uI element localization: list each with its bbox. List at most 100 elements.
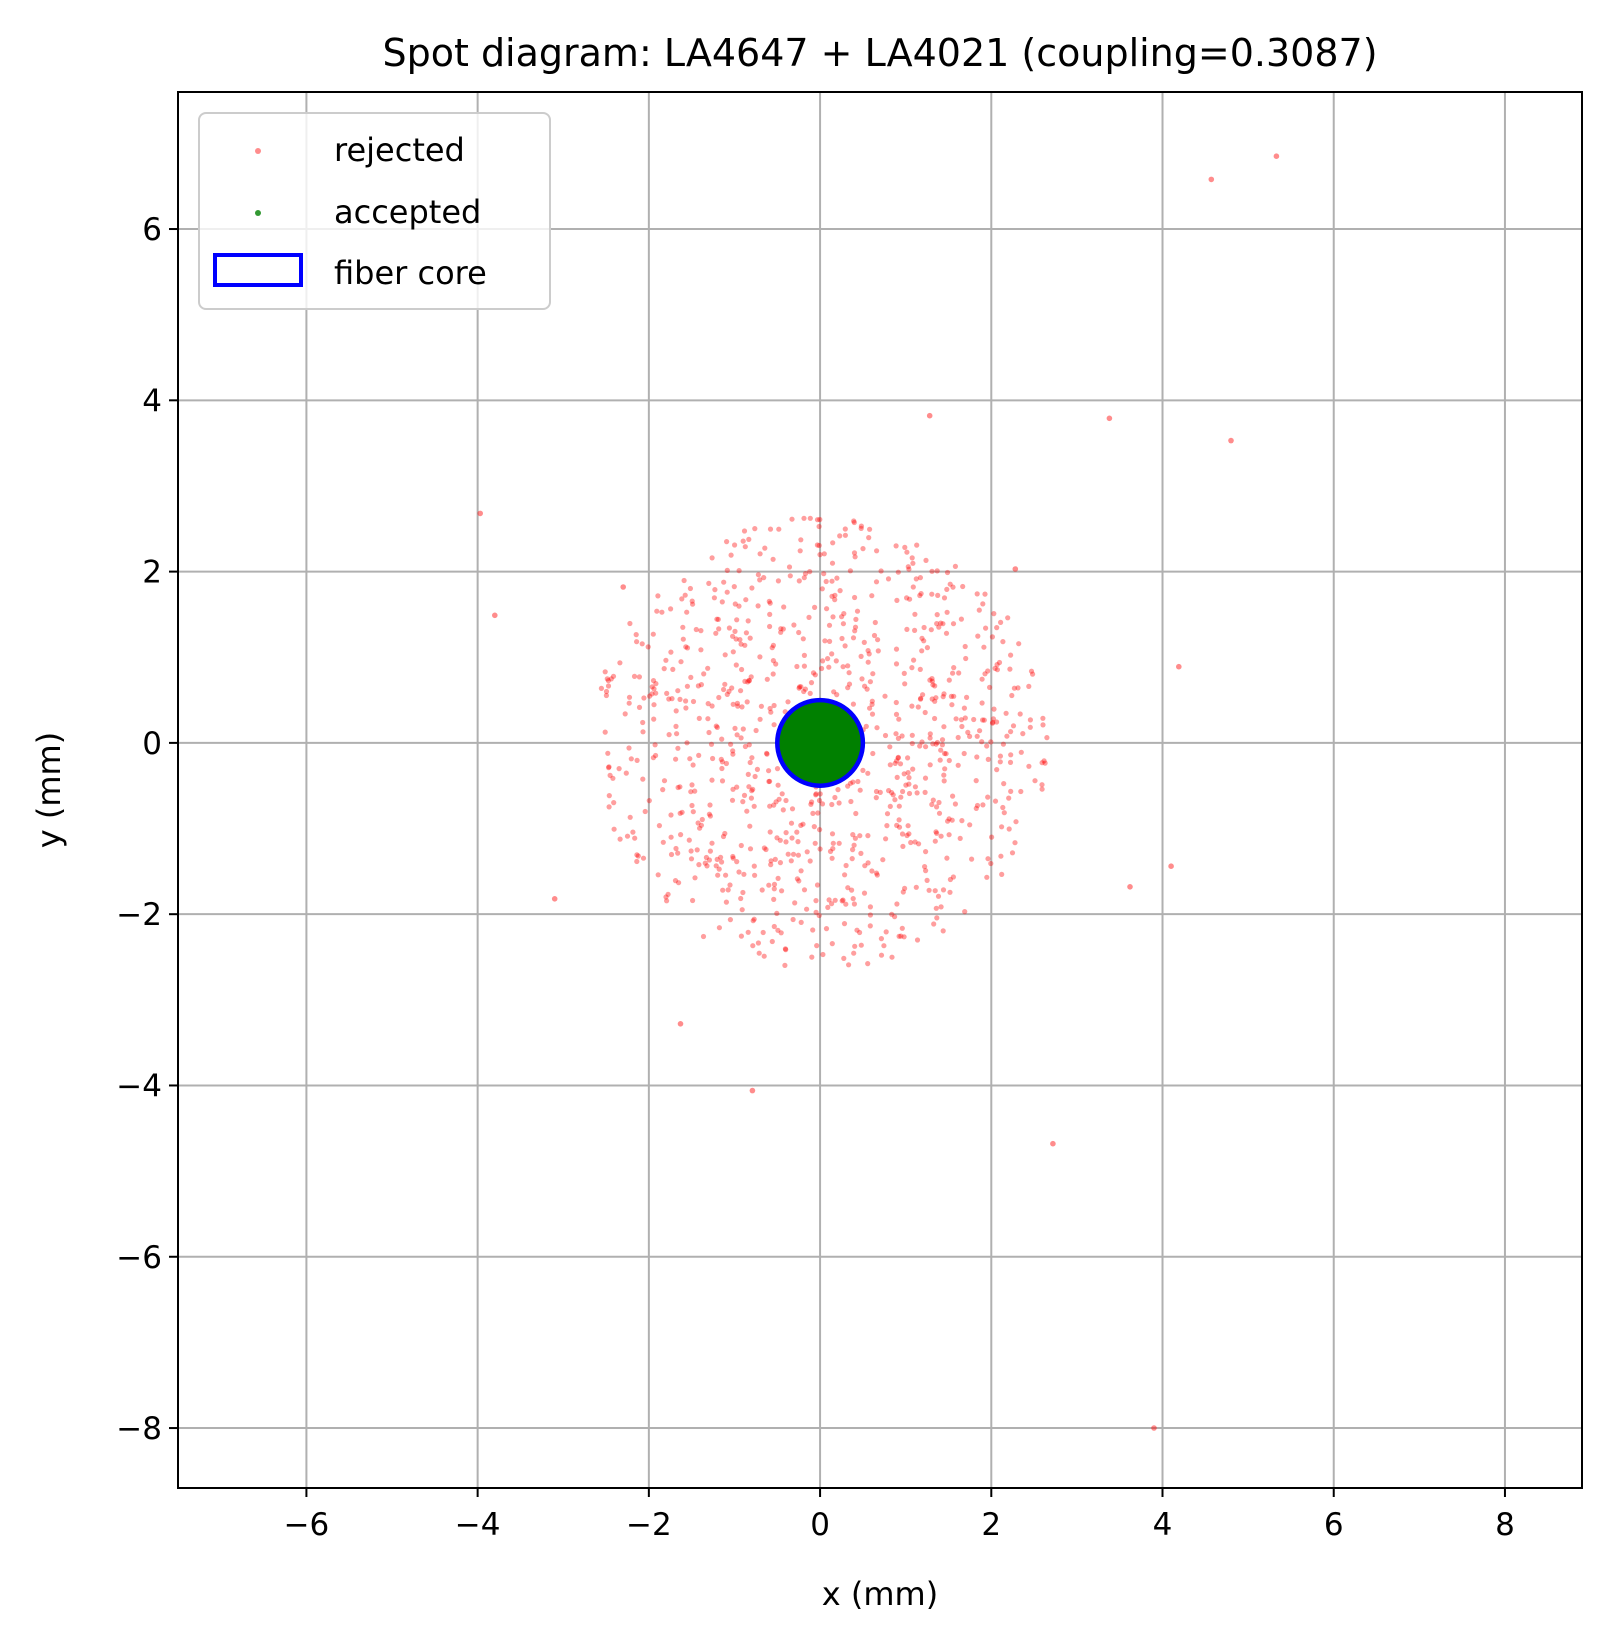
rejected-point — [798, 868, 804, 874]
rejected-point — [611, 800, 617, 806]
rejected-point — [699, 816, 705, 823]
rejected-point — [739, 907, 745, 913]
rejected-point — [773, 799, 779, 805]
rejected-point — [775, 875, 781, 882]
rejected-point — [889, 954, 895, 960]
rejected-point — [853, 616, 859, 623]
rejected-point — [971, 716, 977, 723]
rejected-point — [921, 638, 927, 644]
rejected-point — [634, 757, 640, 764]
rejected-point — [950, 874, 957, 880]
rejected-point — [994, 662, 1000, 668]
rejected-point — [1008, 752, 1014, 758]
rejected-point — [771, 702, 777, 709]
rejected-point — [1028, 668, 1035, 674]
rejected-point — [899, 925, 905, 931]
rejected-point — [807, 858, 813, 864]
rejected-point — [912, 839, 918, 845]
rejected-point — [794, 663, 800, 670]
rejected-point — [1000, 804, 1006, 811]
rejected-point — [1009, 850, 1016, 856]
rejected-point — [906, 831, 912, 837]
rejected-point — [837, 588, 843, 594]
rejected-point — [633, 632, 639, 638]
rejected-point — [677, 1021, 684, 1027]
rejected-point — [825, 904, 831, 911]
chart-title: Spot diagram: LA4647 + LA4021 (coupling=… — [382, 31, 1377, 75]
rejected-point — [810, 810, 816, 817]
rejected-point — [919, 739, 925, 745]
rejected-point — [862, 683, 868, 689]
rejected-point — [943, 630, 950, 636]
rejected-point — [934, 612, 940, 618]
rejected-point — [836, 840, 842, 846]
rejected-point — [650, 755, 657, 761]
rejected-point — [720, 887, 726, 893]
rejected-point — [940, 887, 947, 893]
rejected-point — [861, 890, 868, 896]
rejected-point — [895, 569, 901, 575]
fiber-core-layer — [775, 697, 866, 788]
rejected-point — [941, 595, 948, 601]
rejected-point — [909, 740, 915, 747]
rejected-point — [704, 863, 710, 869]
rejected-point — [962, 909, 968, 915]
rejected-point — [929, 678, 936, 684]
rejected-point — [804, 849, 810, 855]
rejected-point — [1005, 615, 1011, 621]
rejected-point — [710, 755, 716, 762]
rejected-point — [672, 878, 679, 884]
rejected-point — [896, 824, 903, 830]
rejected-point — [809, 954, 815, 960]
rejected-point — [912, 611, 918, 617]
rejected-point — [748, 795, 755, 801]
rejected-point — [768, 709, 774, 715]
rejected-point — [606, 765, 612, 771]
rejected-point — [850, 779, 856, 785]
rejected-point — [893, 711, 900, 718]
rejected-point — [887, 744, 893, 750]
rejected-point — [874, 872, 880, 878]
rejected-point — [770, 642, 777, 649]
rejected-point — [865, 833, 871, 839]
rejected-point — [883, 929, 889, 935]
rejected-point — [905, 770, 911, 776]
rejected-points — [477, 153, 1280, 1431]
x-tick-label: 2 — [981, 1507, 1001, 1543]
rejected-point — [698, 647, 704, 653]
rejected-point — [723, 872, 729, 878]
rejected-point — [1176, 663, 1182, 670]
rejected-point — [783, 830, 789, 836]
rejected-point — [836, 800, 842, 806]
rejected-point — [946, 757, 952, 764]
rejected-point — [981, 717, 987, 723]
rejected-point — [770, 556, 776, 562]
rejected-point — [690, 809, 696, 815]
rejected-point — [941, 772, 947, 778]
rejected-point — [602, 669, 608, 675]
rejected-point — [713, 723, 719, 729]
rejected-point — [934, 621, 940, 627]
rejected-point — [897, 761, 904, 767]
rejected-point — [745, 679, 751, 685]
rejected-point — [878, 952, 885, 958]
rejected-point — [1006, 826, 1012, 832]
rejected-point — [724, 567, 730, 574]
rejected-point — [693, 626, 699, 633]
rejected-point — [816, 542, 822, 549]
rejected-point — [1007, 759, 1014, 766]
rejected-point — [947, 889, 953, 895]
rejected-point — [942, 766, 948, 772]
rejected-point — [674, 731, 680, 737]
rejected-point — [675, 688, 681, 694]
rejected-point — [778, 930, 784, 936]
rejected-point — [867, 904, 874, 910]
rejected-point — [766, 882, 772, 888]
rejected-point — [904, 595, 910, 601]
rejected-point — [933, 905, 939, 911]
y-tick-label: −6 — [116, 1240, 162, 1276]
rejected-point — [850, 847, 856, 853]
rejected-point — [775, 578, 782, 584]
rejected-point — [922, 709, 928, 716]
rejected-point — [824, 606, 830, 612]
